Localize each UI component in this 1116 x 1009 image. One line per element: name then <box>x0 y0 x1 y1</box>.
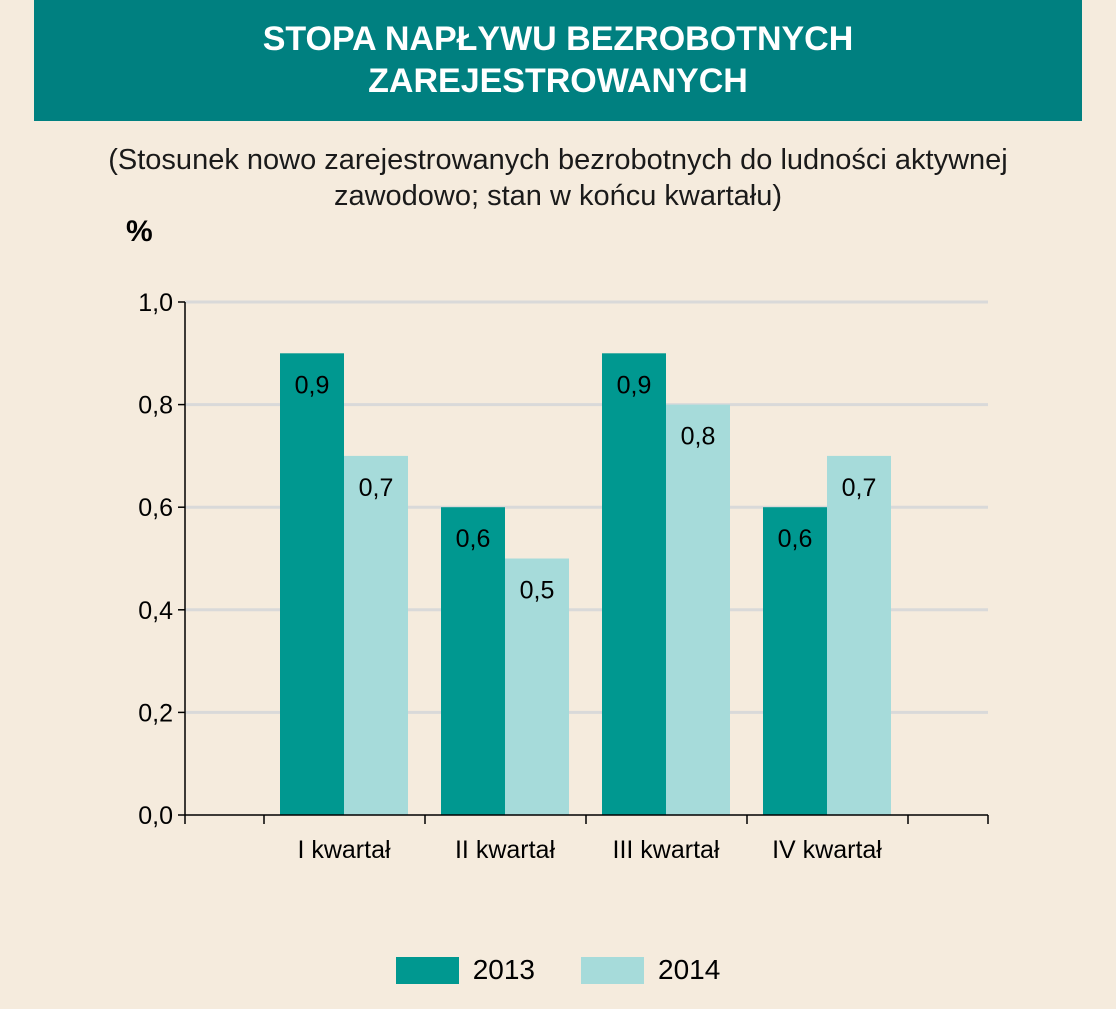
y-tick-label: 0,6 <box>138 494 173 522</box>
bar-2013 <box>280 353 344 815</box>
bar-2014 <box>344 455 408 815</box>
data-label: 0,6 <box>456 525 491 553</box>
legend: 2013 2014 <box>0 953 1116 987</box>
legend-swatch-2014 <box>581 956 644 984</box>
y-tick-label: 0,8 <box>138 392 173 420</box>
title-banner: STOPA NAPŁYWU BEZROBOTNYCH ZAREJESTROWAN… <box>34 0 1082 121</box>
bar-2013 <box>441 507 505 815</box>
y-tick-label: 1,0 <box>138 289 173 317</box>
data-label: 0,6 <box>778 525 813 553</box>
legend-swatch-2013 <box>395 956 459 984</box>
x-category-label: IV kwartał <box>772 836 882 864</box>
chart-title: STOPA NAPŁYWU BEZROBOTNYCH ZAREJESTROWAN… <box>262 19 854 100</box>
y-tick-label: 0,2 <box>138 699 173 727</box>
data-label: 0,7 <box>359 474 394 502</box>
data-label: 0,8 <box>681 423 716 451</box>
legend-label-2014: 2014 <box>658 954 721 985</box>
bar-2014 <box>666 404 730 815</box>
bar-2014 <box>505 558 569 815</box>
y-axis-unit: % <box>126 215 153 248</box>
y-tick-label: 0,4 <box>138 597 173 625</box>
data-label: 0,9 <box>295 371 330 399</box>
legend-item-2014: 2014 <box>581 954 720 986</box>
bar-2014 <box>827 455 891 815</box>
x-category-label: I kwartał <box>297 836 391 864</box>
data-label: 0,9 <box>617 371 652 399</box>
legend-label-2013: 2013 <box>472 954 535 985</box>
bar-2013 <box>602 353 666 815</box>
x-category-label: II kwartał <box>455 836 555 864</box>
x-category-label: III kwartał <box>613 836 720 864</box>
data-label: 0,7 <box>842 474 877 502</box>
y-tick-label: 0,0 <box>138 802 173 830</box>
chart-subtitle: (Stosunek nowo zarejestrowanych bezrobot… <box>108 144 1008 212</box>
data-label: 0,5 <box>520 577 555 605</box>
bar-2013 <box>763 507 827 815</box>
legend-item-2013: 2013 <box>395 954 535 986</box>
